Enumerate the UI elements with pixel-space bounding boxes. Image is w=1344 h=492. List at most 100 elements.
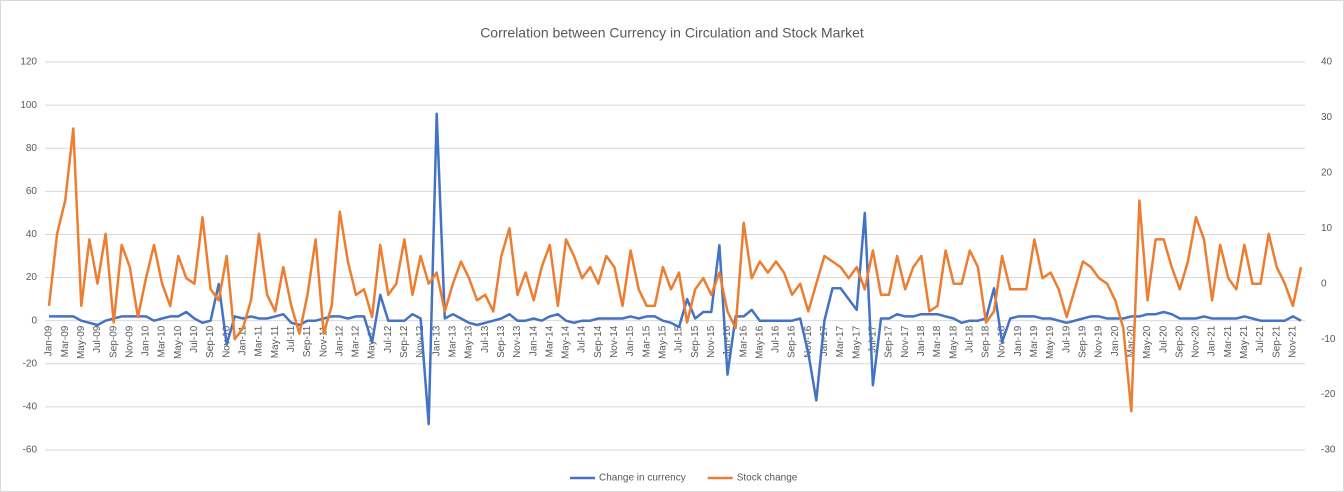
- y-tick-label: -20: [23, 358, 38, 369]
- x-tick-label: Jan-09: [44, 325, 55, 356]
- x-tick-label: May-16: [754, 325, 765, 359]
- x-tick-label: Nov-17: [900, 325, 911, 358]
- x-tick-label: Nov-09: [124, 325, 135, 358]
- x-tick-label: Sep-10: [205, 325, 216, 358]
- x-tick-label: Jul-17: [868, 325, 879, 353]
- x-tick-label: Jan-21: [1207, 325, 1218, 356]
- x-tick-label: Nov-15: [706, 325, 717, 358]
- x-tick-label: Jul-11: [286, 325, 297, 352]
- x-tick-label: Sep-21: [1271, 325, 1282, 358]
- x-tick-label: Mar-16: [738, 325, 749, 357]
- x-tick-label: Jul-13: [480, 325, 491, 353]
- x-tick-label: Nov-20: [1191, 325, 1202, 358]
- x-tick-label: Jul-14: [577, 325, 588, 353]
- x-tick-label: Nov-16: [803, 325, 814, 358]
- x-tick-label: Sep-13: [496, 325, 507, 358]
- x-tick-label: Sep-19: [1078, 325, 1089, 358]
- x-tick-label: May-09: [76, 325, 87, 359]
- x-tick-label: Sep-18: [981, 325, 992, 358]
- x-tick-label: Jan-11: [238, 325, 249, 355]
- y-tick-label: 120: [20, 57, 37, 68]
- x-tick-label: Jan-15: [625, 325, 636, 356]
- legend-label: Change in currency: [599, 473, 686, 484]
- x-tick-label: May-15: [658, 325, 669, 359]
- x-tick-label: Mar-12: [351, 325, 362, 357]
- y2-tick-label: 10: [1321, 223, 1333, 234]
- y2-tick-label: 30: [1321, 112, 1333, 123]
- x-tick-label: May-14: [561, 325, 572, 359]
- y2-tick-label: -20: [1321, 389, 1336, 400]
- x-tick-label: Sep-15: [690, 325, 701, 358]
- x-tick-label: Jan-20: [1110, 325, 1121, 356]
- x-tick-label: Sep-11: [302, 325, 313, 357]
- x-tick-label: Jan-19: [1013, 325, 1024, 356]
- x-tick-label: Nov-21: [1288, 325, 1299, 358]
- x-tick-label: Mar-15: [641, 325, 652, 357]
- y2-tick-label: 0: [1321, 278, 1327, 289]
- y-tick-label: 80: [26, 143, 38, 154]
- legend-label: Stock change: [737, 473, 798, 484]
- y-tick-label: 20: [26, 272, 38, 283]
- x-tick-label: Jul-10: [189, 325, 200, 353]
- x-tick-label: Nov-14: [609, 325, 620, 358]
- y-tick-label: -60: [23, 445, 38, 456]
- x-tick-label: Nov-19: [1094, 325, 1105, 358]
- x-tick-label: May-19: [1045, 325, 1056, 359]
- y2-tick-label: -30: [1321, 445, 1336, 456]
- x-tick-label: Jan-14: [528, 325, 539, 356]
- x-tick-label: May-20: [1142, 325, 1153, 359]
- x-tick-label: Jan-12: [334, 325, 345, 356]
- x-tick-label: Mar-10: [157, 325, 168, 357]
- x-tick-label: Mar-20: [1126, 325, 1137, 357]
- series-line: [49, 112, 1302, 426]
- x-tick-label: May-18: [948, 325, 959, 359]
- x-tick-label: Jul-12: [383, 325, 394, 353]
- x-tick-label: Sep-09: [108, 325, 119, 358]
- y-tick-label: 60: [26, 186, 38, 197]
- x-tick-label: Jan-17: [819, 325, 830, 356]
- x-tick-label: Jan-13: [431, 325, 442, 356]
- x-tick-label: Mar-13: [448, 325, 459, 357]
- x-tick-label: Mar-14: [544, 325, 555, 357]
- x-tick-label: Jan-10: [141, 325, 152, 356]
- x-tick-label: May-10: [173, 325, 184, 359]
- x-tick-label: Sep-17: [884, 325, 895, 358]
- y2-tick-label: 40: [1321, 57, 1333, 68]
- x-tick-label: Sep-14: [593, 325, 604, 358]
- x-tick-label: Sep-16: [787, 325, 798, 358]
- x-tick-label: Jul-09: [92, 325, 103, 353]
- series-line: [47, 127, 1303, 413]
- x-tick-label: Sep-20: [1174, 325, 1185, 358]
- x-tick-label: Sep-12: [399, 325, 410, 358]
- x-tick-label: Mar-17: [835, 325, 846, 357]
- x-tick-label: Mar-19: [1029, 325, 1040, 357]
- x-tick-label: Mar-21: [1223, 325, 1234, 357]
- x-tick-label: Mar-11: [254, 325, 265, 356]
- y-tick-label: 0: [31, 315, 37, 326]
- y-tick-label: -40: [23, 402, 38, 413]
- x-tick-label: Jul-20: [1158, 325, 1169, 353]
- y2-tick-label: -10: [1321, 334, 1336, 345]
- x-tick-label: May-13: [464, 325, 475, 359]
- y-tick-label: 100: [20, 100, 37, 111]
- x-tick-label: Jul-21: [1255, 325, 1266, 353]
- x-tick-label: Nov-11: [318, 325, 329, 357]
- y2-tick-label: 20: [1321, 167, 1333, 178]
- x-tick-label: May-17: [851, 325, 862, 359]
- x-tick-label: Mar-09: [60, 325, 71, 357]
- x-tick-label: May-11: [270, 325, 281, 358]
- x-tick-label: Jul-15: [674, 325, 685, 353]
- y-tick-label: 40: [26, 229, 38, 240]
- x-tick-label: Jul-18: [964, 325, 975, 353]
- x-tick-label: Nov-12: [415, 325, 426, 358]
- x-tick-label: Nov-13: [512, 325, 523, 358]
- x-tick-label: Jul-19: [1061, 325, 1072, 353]
- chart-title: Correlation between Currency in Circulat…: [480, 25, 864, 41]
- x-tick-label: Jul-16: [771, 325, 782, 353]
- x-tick-label: Jan-18: [916, 325, 927, 356]
- x-tick-label: May-21: [1239, 325, 1250, 359]
- x-tick-label: Jan-16: [722, 325, 733, 356]
- x-tick-label: Mar-18: [932, 325, 943, 357]
